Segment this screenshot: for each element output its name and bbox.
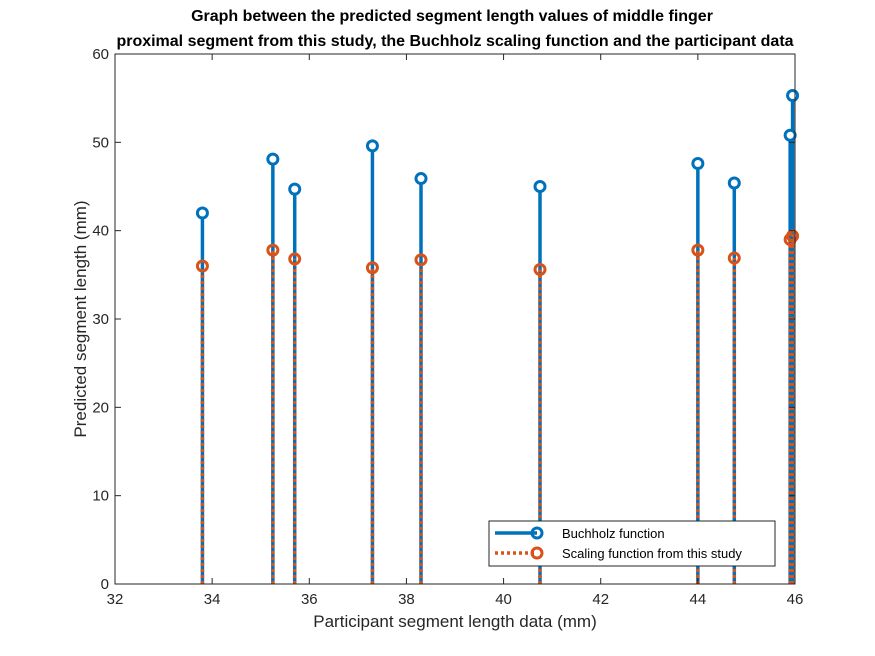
scaling-marker	[266, 243, 280, 257]
legend-label-scaling: Scaling function from this study	[562, 546, 742, 561]
stem-marks	[195, 89, 800, 584]
y-axis-label: Predicted segment length (mm)	[71, 200, 90, 437]
x-tick-label: 42	[592, 591, 609, 608]
buchholz-marker	[414, 172, 428, 186]
y-tick-label: 50	[92, 134, 109, 151]
x-axis-ticks: 32 34 36 38 40 42 44 46	[107, 54, 804, 608]
buchholz-marker	[533, 180, 547, 193]
legend-label-buchholz: Buchholz function	[562, 526, 665, 541]
buchholz-marker	[365, 139, 379, 153]
x-tick-label: 38	[398, 591, 415, 608]
scaling-marker	[195, 259, 209, 273]
scaling-marker	[288, 252, 302, 266]
legend-marker-scaling	[530, 546, 544, 560]
y-tick-label: 20	[92, 399, 109, 416]
x-tick-label: 46	[787, 591, 804, 608]
scaling-marker	[365, 261, 379, 275]
scaling-marker	[533, 263, 547, 277]
x-tick-label: 36	[301, 591, 318, 608]
buchholz-marker	[195, 206, 209, 220]
y-axis-ticks: 0 10 20 30 40 50 60	[92, 46, 795, 593]
y-tick-label: 10	[92, 488, 109, 505]
legend-marker-buchholz	[530, 526, 544, 540]
scaling-marker	[691, 243, 705, 257]
buchholz-marker	[727, 176, 741, 190]
x-tick-label: 34	[204, 591, 221, 608]
chart-title-line-2: proximal segment from this study, the Bu…	[116, 33, 793, 50]
x-tick-label: 44	[690, 591, 707, 608]
buchholz-marker	[786, 89, 800, 103]
x-tick-label: 32	[107, 591, 124, 608]
y-tick-label: 30	[92, 311, 109, 328]
y-tick-label: 60	[92, 46, 109, 63]
buchholz-marker	[266, 152, 280, 166]
y-tick-label: 40	[92, 223, 109, 240]
x-axis-label: Participant segment length data (mm)	[313, 612, 596, 631]
buchholz-marker	[288, 182, 302, 196]
buchholz-marker	[691, 157, 705, 171]
chart-title-line-1: Graph between the predicted segment leng…	[191, 8, 713, 25]
buchholz-marker	[783, 128, 797, 142]
scaling-marker	[727, 251, 741, 265]
legend: Buchholz function Scaling function from …	[488, 520, 776, 567]
x-tick-label: 40	[495, 591, 512, 608]
scaling-marker	[414, 253, 428, 267]
y-tick-label: 0	[101, 576, 109, 593]
